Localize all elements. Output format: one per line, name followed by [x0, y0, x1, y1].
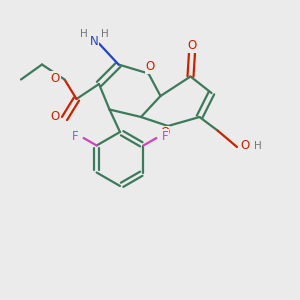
Text: F: F — [161, 130, 168, 143]
Text: H: H — [254, 140, 262, 151]
Text: H: H — [100, 29, 108, 39]
Text: N: N — [90, 35, 99, 49]
Text: O: O — [188, 39, 196, 52]
Text: O: O — [51, 110, 60, 124]
Text: O: O — [241, 139, 250, 152]
Text: O: O — [51, 71, 60, 85]
Text: O: O — [146, 60, 154, 74]
Text: F: F — [72, 130, 79, 143]
Text: O: O — [160, 126, 169, 139]
Text: H: H — [80, 29, 87, 40]
